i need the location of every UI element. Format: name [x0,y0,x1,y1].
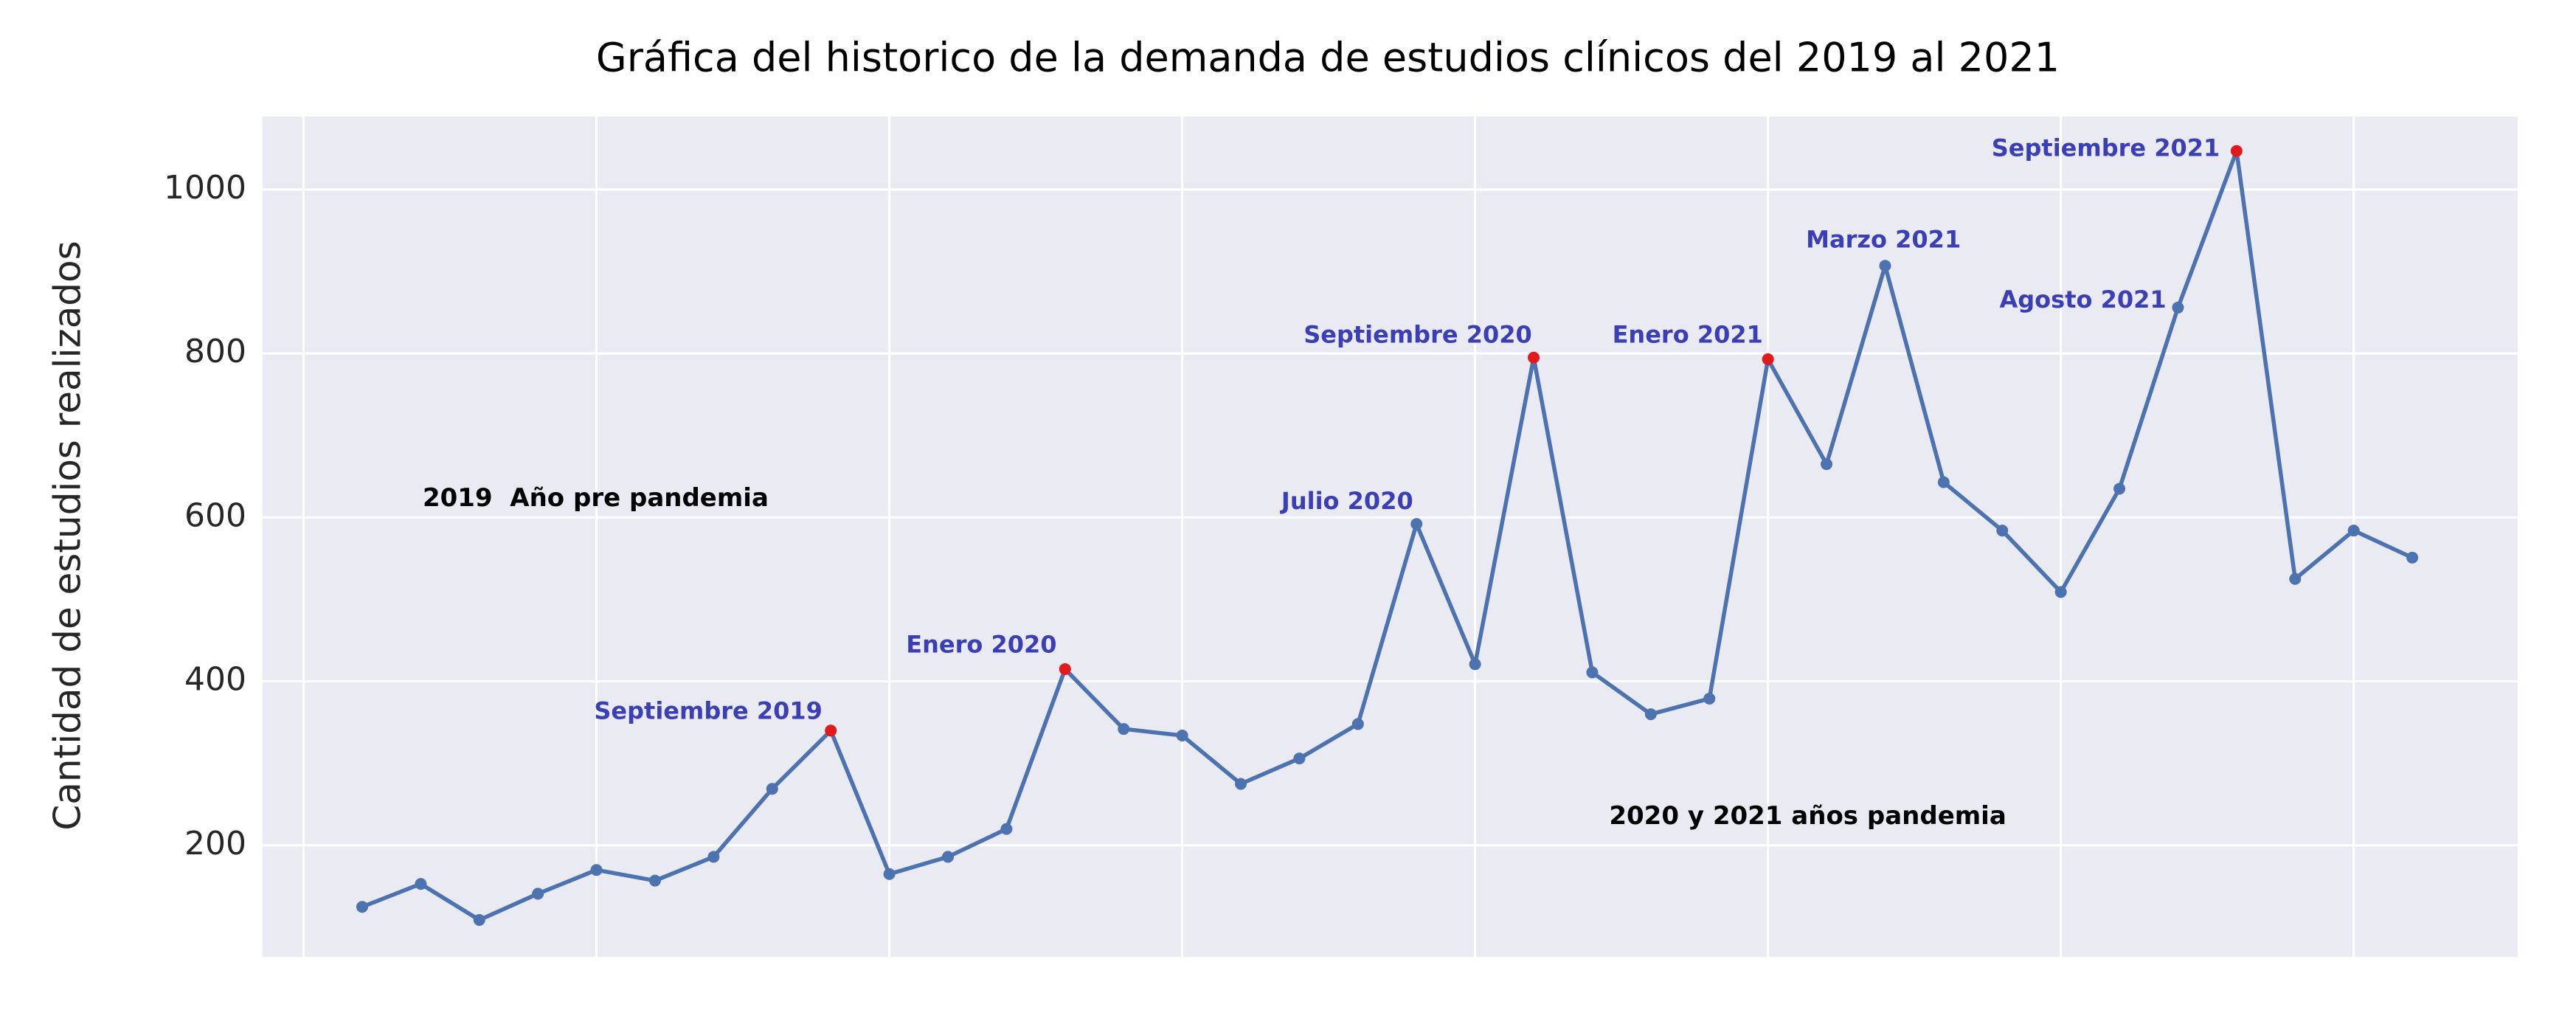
point [1293,753,1306,765]
point [1118,723,1130,736]
annotation: Julio 2020 [1280,487,1413,515]
point [1528,351,1540,364]
point [1000,823,1013,835]
point [415,878,427,890]
point [707,851,720,863]
point [766,783,778,795]
point [1703,692,1716,705]
y-tick-label: 600 [184,497,246,534]
point [1351,718,1364,730]
point [648,874,661,887]
point [1644,708,1657,721]
point [2406,551,2419,564]
annotation: Agosto 2021 [1999,286,2166,314]
annotation: Marzo 2021 [1806,225,1961,253]
y-tick-label: 200 [184,825,246,862]
point [2289,572,2302,585]
point [1586,666,1599,679]
point [1469,658,1481,671]
y-tick-label: 1000 [164,169,246,207]
point [2347,525,2360,537]
point [883,868,896,880]
point [2230,145,2243,157]
point [1821,458,1833,471]
point [1879,260,1891,272]
region-label: 2020 y 2021 años pandemia [1609,801,2006,831]
point [2172,301,2184,314]
y-tick-label: 800 [184,333,246,370]
point [532,888,544,900]
annotation: Enero 2021 [1613,320,1763,348]
annotation: Septiembre 2019 [594,696,823,724]
y-tick-label: 400 [184,661,246,699]
point [2054,586,2067,598]
point [1176,729,1188,741]
point [473,913,485,926]
point [1235,778,1247,790]
point [590,864,603,876]
point [1937,476,1950,488]
chart-title: Gráfica del historico de la demanda de e… [596,35,2060,81]
annotation: Septiembre 2021 [1992,134,2220,162]
point [2113,482,2126,495]
region-label: 2019 Año pre pandemia [423,483,769,513]
line [361,148,2414,922]
annotation: Enero 2020 [906,630,1056,658]
annotation: Septiembre 2020 [1303,320,1532,348]
y-axis-label: Cantidad de estudios realizados [46,241,89,830]
point [1059,663,1071,675]
point [825,724,837,737]
plot-background [263,117,2518,957]
point [356,901,368,913]
point [1410,518,1423,530]
point [942,851,955,863]
point [1762,353,1774,365]
point [1996,525,2009,537]
